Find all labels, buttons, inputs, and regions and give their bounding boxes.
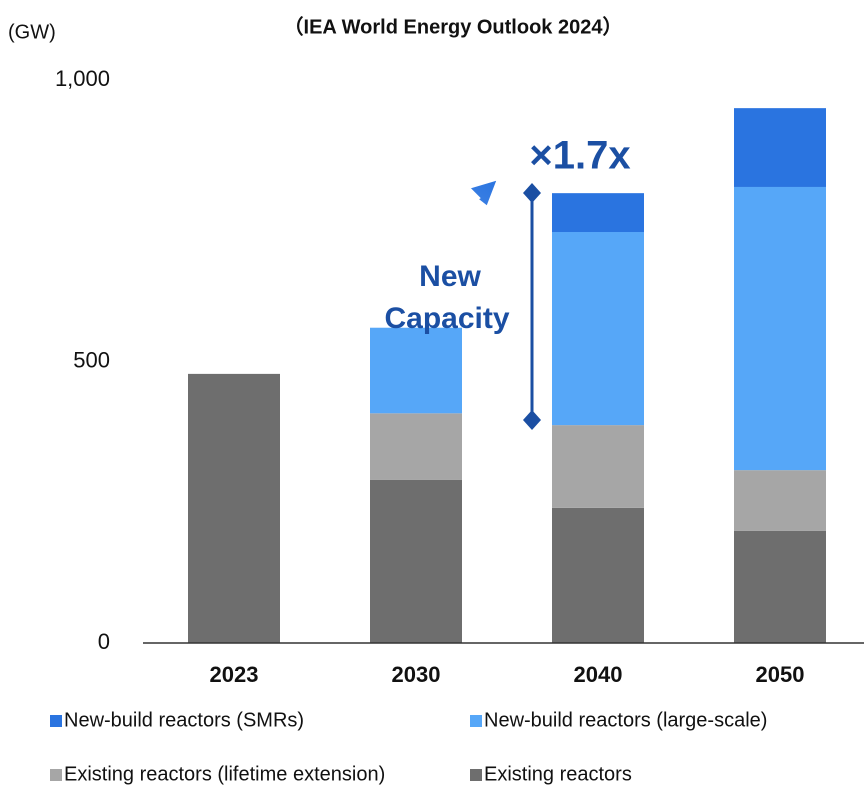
bar-segment bbox=[552, 193, 644, 233]
chart-title: （IEA World Energy Outlook 2024） bbox=[284, 15, 623, 38]
bar-segment bbox=[734, 470, 826, 531]
bar-segment bbox=[370, 413, 462, 480]
legend-swatch bbox=[470, 715, 482, 727]
x-tick-label: 2030 bbox=[392, 662, 441, 687]
bar-segment bbox=[734, 530, 826, 643]
y-tick-label: 500 bbox=[73, 347, 110, 372]
legend-swatch bbox=[50, 715, 62, 727]
legend-label: New-build reactors (SMRs) bbox=[64, 709, 304, 731]
legend-label: New-build reactors (large-scale) bbox=[484, 709, 767, 731]
growth-arrow bbox=[217, 179, 498, 373]
bar-segment bbox=[370, 479, 462, 643]
bar-segment bbox=[552, 507, 644, 643]
x-tick-label: 2040 bbox=[574, 662, 623, 687]
x-tick-label: 2023 bbox=[210, 662, 259, 687]
legend-label: Existing reactors bbox=[484, 763, 632, 785]
multiplier-label: ×1.7x bbox=[529, 134, 630, 178]
legend-swatch bbox=[50, 769, 62, 781]
annotation-text: Capacity bbox=[384, 302, 509, 335]
bar-segment bbox=[552, 425, 644, 508]
x-tick-label: 2050 bbox=[756, 662, 805, 687]
bar-segment bbox=[370, 327, 462, 414]
bar-segment bbox=[188, 373, 280, 643]
legend-swatch bbox=[470, 769, 482, 781]
bar-segment bbox=[734, 186, 826, 471]
y-axis-label: (GW) bbox=[8, 21, 56, 43]
legend-label: Existing reactors (lifetime extension) bbox=[64, 763, 385, 785]
y-tick-label: 1,000 bbox=[55, 66, 110, 91]
annotation-text: New bbox=[419, 260, 481, 293]
bar-segment bbox=[734, 108, 826, 187]
y-tick-label: 0 bbox=[98, 629, 110, 654]
bar-segment bbox=[552, 232, 644, 426]
